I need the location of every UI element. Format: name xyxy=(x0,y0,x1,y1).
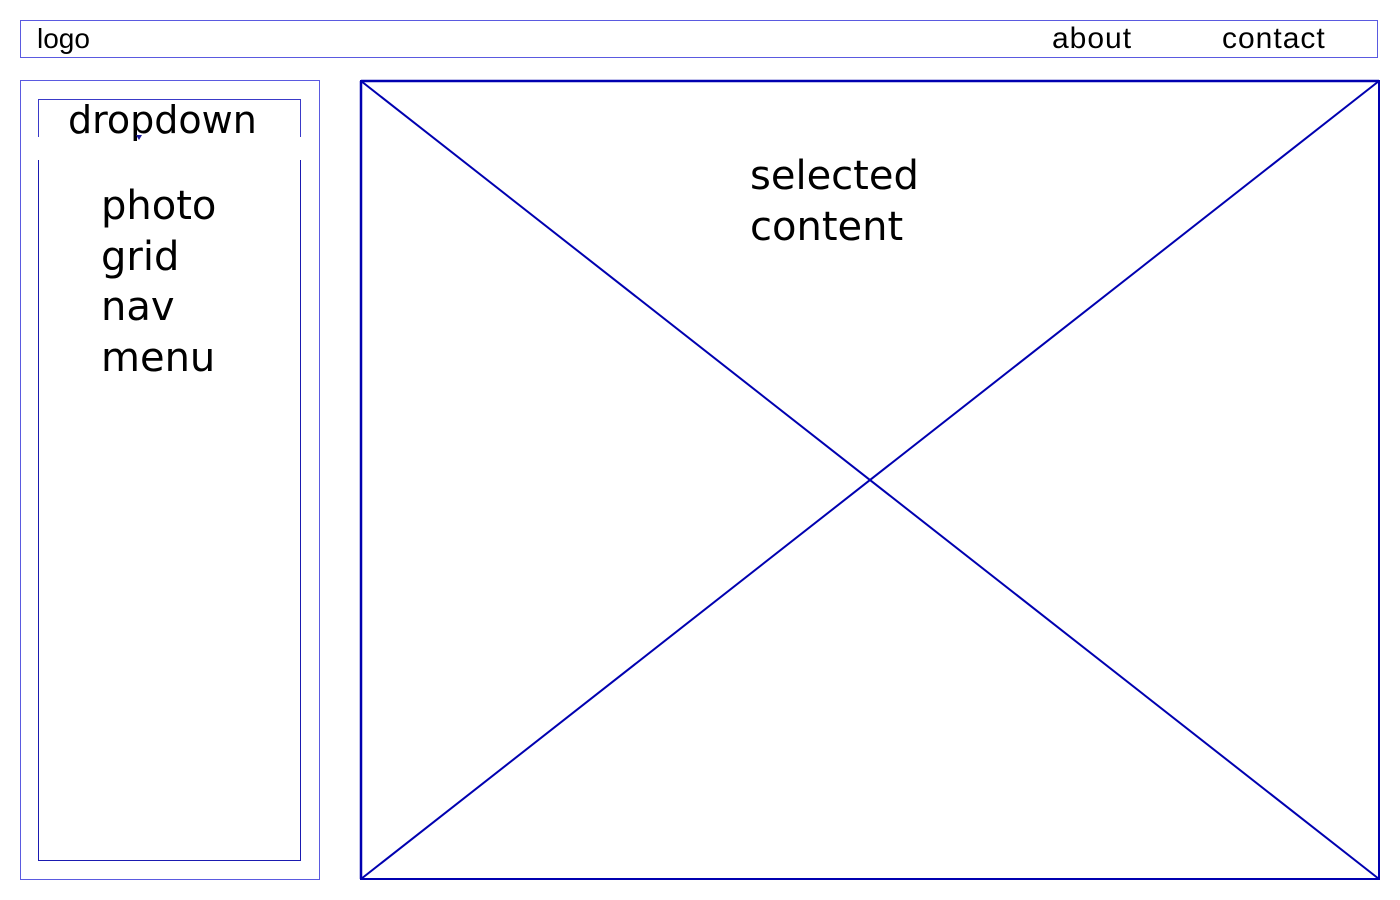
chevron-down-icon xyxy=(136,135,142,140)
photo-grid-nav-panel xyxy=(38,160,301,861)
logo[interactable]: logo xyxy=(37,23,90,54)
nav-link-about[interactable]: about xyxy=(1052,22,1133,55)
menu-line: nav xyxy=(101,284,175,330)
content-label-line: content xyxy=(750,204,904,250)
photo-grid-nav-menu-text: photo grid nav menu xyxy=(101,181,216,383)
nav-link-contact[interactable]: contact xyxy=(1222,22,1326,55)
dropdown-label: dropdown xyxy=(68,98,257,142)
menu-line: photo xyxy=(101,183,217,229)
content-label-line: selected xyxy=(750,153,919,199)
menu-line: grid xyxy=(101,233,180,280)
selected-content-label: selected content xyxy=(750,151,919,253)
content-placeholder-diagonal-b xyxy=(360,80,1380,880)
menu-line: menu xyxy=(101,334,216,381)
header-bar: logo about contact xyxy=(20,20,1378,58)
sidebar xyxy=(20,80,320,880)
dropdown-select[interactable]: dropdown xyxy=(38,98,301,142)
